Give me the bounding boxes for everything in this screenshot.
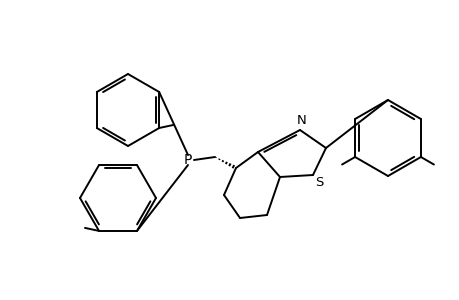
Text: N: N: [297, 115, 306, 128]
Text: S: S: [314, 176, 323, 188]
Text: P: P: [184, 153, 192, 167]
